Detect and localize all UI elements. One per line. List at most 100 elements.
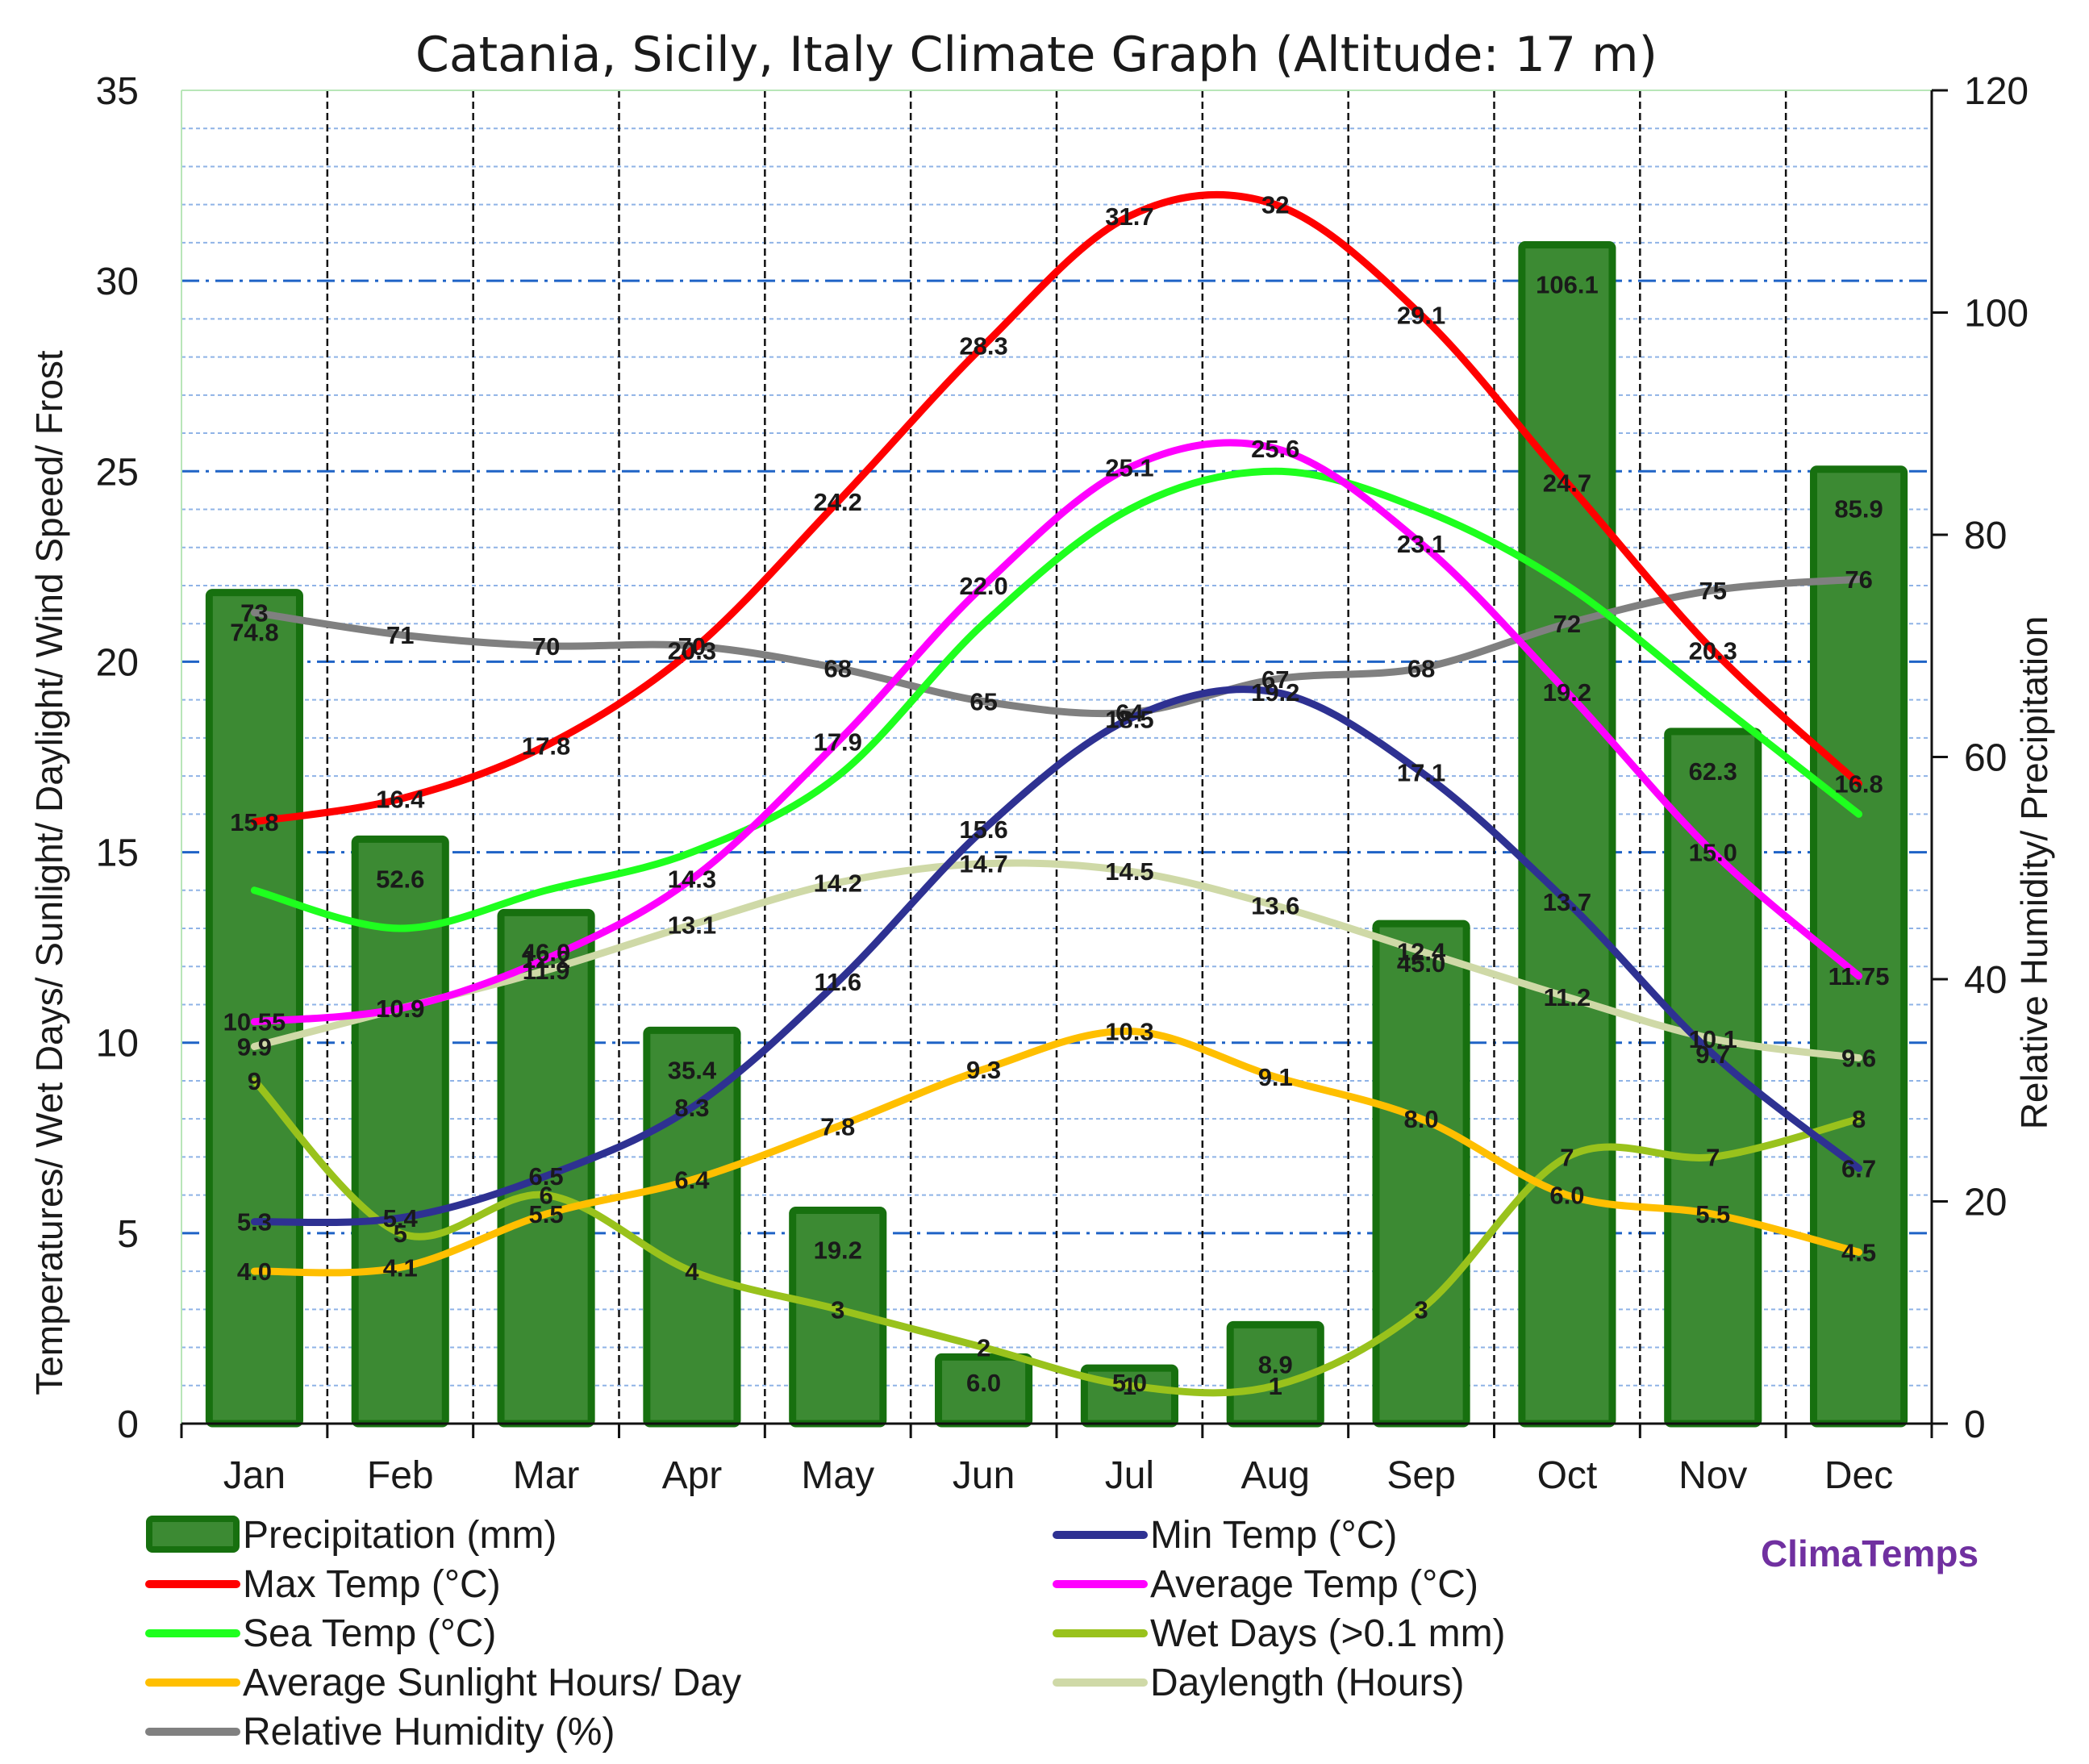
data-label: 5.0 bbox=[1112, 1369, 1147, 1397]
x-tick-label: Jan bbox=[223, 1454, 286, 1497]
data-label: 70 bbox=[532, 632, 560, 661]
y-left-tick-label: 30 bbox=[96, 261, 139, 303]
precipitation-bar bbox=[643, 1026, 741, 1428]
x-tick-label: Oct bbox=[1537, 1454, 1598, 1497]
series-line-min-temp-c bbox=[250, 686, 1863, 1227]
data-label: 106.1 bbox=[1536, 270, 1599, 298]
y-right-tick-label: 120 bbox=[1964, 70, 2029, 113]
data-label: 25.1 bbox=[1105, 454, 1153, 482]
series-line-average-temp-c bbox=[250, 439, 1863, 1026]
data-label: 28.3 bbox=[959, 332, 1007, 360]
data-label: 4.0 bbox=[237, 1257, 272, 1286]
data-label: 4 bbox=[685, 1257, 699, 1286]
data-label: 10.55 bbox=[223, 1008, 286, 1036]
data-label: 16.8 bbox=[1834, 770, 1883, 799]
legend-label: Daylength (Hours) bbox=[1150, 1662, 1464, 1704]
data-label: 14.5 bbox=[1105, 857, 1153, 886]
data-label: 7 bbox=[1560, 1143, 1574, 1171]
y-axis-left-title: Temperatures/ Wet Days/ Sunlight/ Daylig… bbox=[28, 350, 70, 1395]
y-left-tick-label: 10 bbox=[96, 1023, 139, 1065]
series-lines bbox=[250, 191, 1863, 1397]
y-right-tick-label: 0 bbox=[1964, 1403, 1986, 1446]
data-label: 29.1 bbox=[1397, 302, 1445, 330]
data-label: 11.2 bbox=[1544, 983, 1591, 1011]
data-label: 3 bbox=[1414, 1295, 1428, 1324]
data-label: 9.9 bbox=[237, 1032, 272, 1061]
legend-label: Max Temp (°C) bbox=[243, 1563, 501, 1606]
data-label: 74.8 bbox=[230, 619, 278, 647]
data-label: 13.1 bbox=[668, 911, 716, 939]
brand-logo: ClimaTemps bbox=[1761, 1533, 1979, 1574]
data-label: 15.0 bbox=[1689, 839, 1737, 867]
axes: Jan Feb Mar Apr May Jun Jul Aug Sep Oct Nov Dec0510… bbox=[96, 70, 2029, 1497]
data-label: 22.0 bbox=[959, 572, 1007, 600]
data-label: 9.7 bbox=[1695, 1040, 1730, 1069]
x-tick-label: Mar bbox=[513, 1454, 580, 1497]
data-label: 76 bbox=[1845, 565, 1872, 594]
series-line-wet-days-0-1-mm bbox=[250, 1077, 1863, 1397]
data-label: 13.6 bbox=[1251, 892, 1299, 920]
legend-label: Precipitation (mm) bbox=[243, 1514, 557, 1557]
legend-label: Relative Humidity (%) bbox=[243, 1711, 615, 1754]
data-label: 14.2 bbox=[814, 869, 862, 897]
data-label: 9.6 bbox=[1841, 1045, 1876, 1073]
data-label: 6.4 bbox=[674, 1166, 710, 1195]
data-label: 20.3 bbox=[1689, 636, 1737, 665]
data-label: 1 bbox=[1269, 1372, 1282, 1400]
data-label: 15.6 bbox=[959, 815, 1007, 844]
data-label: 70 bbox=[678, 632, 706, 661]
series-line-average-sunlight-hours-day bbox=[250, 1028, 1863, 1277]
precipitation-bar bbox=[1518, 240, 1616, 1428]
chart-title: Catania, Sicily, Italy Climate Graph (Al… bbox=[415, 27, 1657, 83]
data-label: 64 bbox=[1115, 699, 1144, 727]
data-label: 72 bbox=[1553, 610, 1581, 638]
data-label: 14.3 bbox=[668, 865, 716, 894]
data-label: 17.1 bbox=[1397, 758, 1445, 786]
data-label: 10.1 bbox=[1689, 1025, 1737, 1053]
data-label: 46.0 bbox=[522, 938, 570, 966]
x-tick-label: Feb bbox=[367, 1454, 434, 1497]
data-label: 73 bbox=[240, 598, 268, 627]
data-label: 3 bbox=[831, 1295, 844, 1324]
data-label: 9.3 bbox=[966, 1056, 1001, 1084]
data-label: 25.6 bbox=[1251, 435, 1299, 463]
legend-label: Wet Days (>0.1 mm) bbox=[1150, 1612, 1506, 1655]
data-label: 18.5 bbox=[1105, 705, 1153, 733]
data-label: 7 bbox=[1706, 1143, 1720, 1171]
data-label: 2 bbox=[977, 1334, 990, 1362]
legend-label: Min Temp (°C) bbox=[1150, 1514, 1397, 1557]
y-left-tick-label: 5 bbox=[117, 1213, 139, 1256]
y-right-tick-label: 60 bbox=[1964, 737, 2007, 780]
data-label: 67 bbox=[1261, 665, 1289, 694]
data-label: 6.0 bbox=[966, 1369, 1001, 1397]
data-labels: 74.852.646.035.419.26.0 5.08.945.0106.162… bbox=[223, 191, 1890, 1400]
data-label: 6.0 bbox=[1549, 1182, 1584, 1210]
data-label: 8.3 bbox=[674, 1094, 709, 1122]
y-left-tick-label: 20 bbox=[96, 641, 139, 684]
data-label: 10.3 bbox=[1105, 1018, 1153, 1046]
y-left-tick-label: 25 bbox=[96, 451, 139, 494]
y-axis-right-title: Relative Humidity/ Precipitation bbox=[2013, 616, 2055, 1130]
precipitation-bar bbox=[1372, 920, 1470, 1428]
series-line-max-temp-c bbox=[250, 191, 1863, 826]
data-label: 62.3 bbox=[1689, 757, 1737, 786]
legend: Precipitation (mm) Min Temp (°C) Max Temp … bbox=[145, 1514, 1506, 1754]
x-tick-label: Jul bbox=[1105, 1454, 1154, 1497]
legend-label: Average Sunlight Hours/ Day bbox=[243, 1662, 741, 1704]
data-label: 8.0 bbox=[1404, 1105, 1439, 1133]
data-label: 31.7 bbox=[1105, 202, 1153, 231]
data-label: 15.8 bbox=[230, 808, 278, 836]
data-label: 24.2 bbox=[814, 488, 862, 516]
x-tick-label: Dec bbox=[1824, 1454, 1893, 1497]
data-label: 4.1 bbox=[383, 1253, 418, 1282]
data-label: 5.5 bbox=[1695, 1200, 1730, 1228]
data-label: 24.7 bbox=[1543, 469, 1591, 497]
x-tick-label: Sep bbox=[1386, 1454, 1455, 1497]
x-tick-label: Nov bbox=[1678, 1454, 1747, 1497]
y-left-tick-label: 35 bbox=[96, 70, 139, 113]
data-label: 10.9 bbox=[376, 995, 424, 1023]
data-label: 10.9 bbox=[376, 995, 424, 1023]
data-label: 23.1 bbox=[1397, 530, 1445, 558]
data-label: 20.3 bbox=[668, 636, 716, 665]
